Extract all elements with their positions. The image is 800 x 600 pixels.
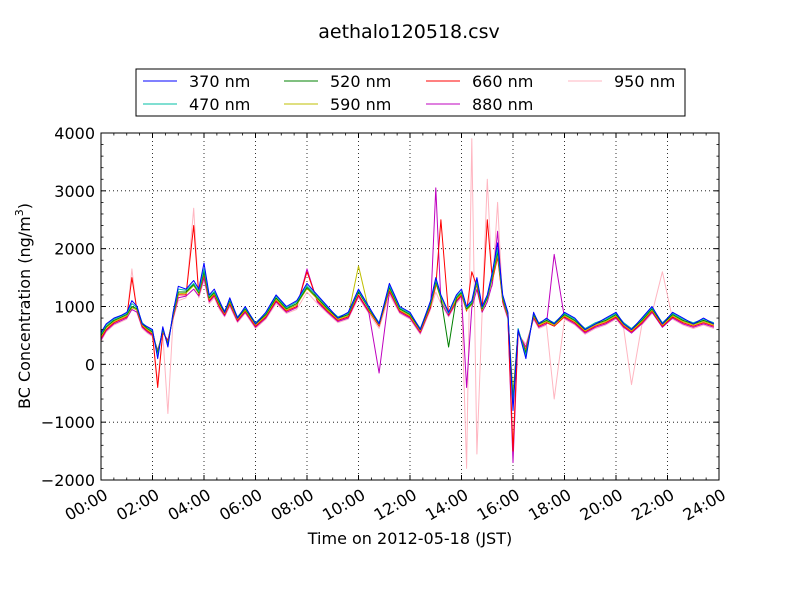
y-tick-labels: −2000 −1000 0 1000 2000 3000 4000 (41, 124, 95, 490)
x-tick-label: 18:00 (525, 485, 574, 525)
x-tick-label: 20:00 (577, 485, 626, 525)
y-axis-label: BC Concentration (ng/m3) (13, 203, 34, 409)
legend-box (135, 68, 686, 117)
legend-label: 660 nm (472, 72, 533, 91)
x-tick-label: 16:00 (474, 485, 523, 525)
x-tick-label: 10:00 (319, 485, 368, 525)
y-tick-label: −1000 (41, 413, 95, 432)
y-axis-label-close: ) (15, 203, 34, 209)
grid (101, 133, 719, 480)
y-tick-label: −2000 (41, 471, 95, 490)
y-tick-label: 2000 (54, 240, 95, 259)
y-tick-label: 4000 (54, 124, 95, 143)
x-tick-label: 02:00 (113, 485, 162, 525)
x-tick-label: 22:00 (628, 485, 677, 525)
legend-label: 590 nm (330, 95, 391, 114)
legend-label: 950 nm (614, 72, 675, 91)
legend-label: 470 nm (189, 95, 250, 114)
x-tick-label: 06:00 (216, 485, 265, 525)
x-tick-label: 12:00 (371, 485, 420, 525)
x-tick-label: 24:00 (680, 485, 729, 525)
y-axis-label-superscript: 3 (13, 209, 26, 216)
legend-label: 880 nm (472, 95, 533, 114)
chart-title: aethalo120518.csv (318, 21, 500, 43)
series-line-660-nm (101, 219, 715, 452)
x-tick-label: 00:00 (62, 485, 111, 525)
y-axis-label-main: BC Concentration (ng/m (15, 216, 34, 409)
x-tick-label: 04:00 (165, 485, 214, 525)
x-tick-labels: 00:00 02:00 04:00 06:00 08:00 10:00 12:00 14:00… (62, 485, 729, 525)
x-tick-label: 14:00 (422, 485, 471, 525)
y-tick-label: 3000 (54, 182, 95, 201)
legend-label: 520 nm (330, 72, 391, 91)
legend: 370 nm 470 nm 520 nm 590 nm 660 nm 880 nm 950 … (135, 68, 686, 117)
x-tick-label: 08:00 (268, 485, 317, 525)
series-line-370-nm (101, 242, 715, 412)
series-line-950-nm (101, 138, 715, 469)
ticks (100, 132, 720, 481)
series-layer (101, 138, 715, 469)
legend-label: 370 nm (189, 72, 250, 91)
x-axis-label: Time on 2012-05-18 (JST) (307, 529, 512, 548)
y-tick-label: 1000 (54, 298, 95, 317)
y-tick-label: 0 (85, 355, 95, 374)
